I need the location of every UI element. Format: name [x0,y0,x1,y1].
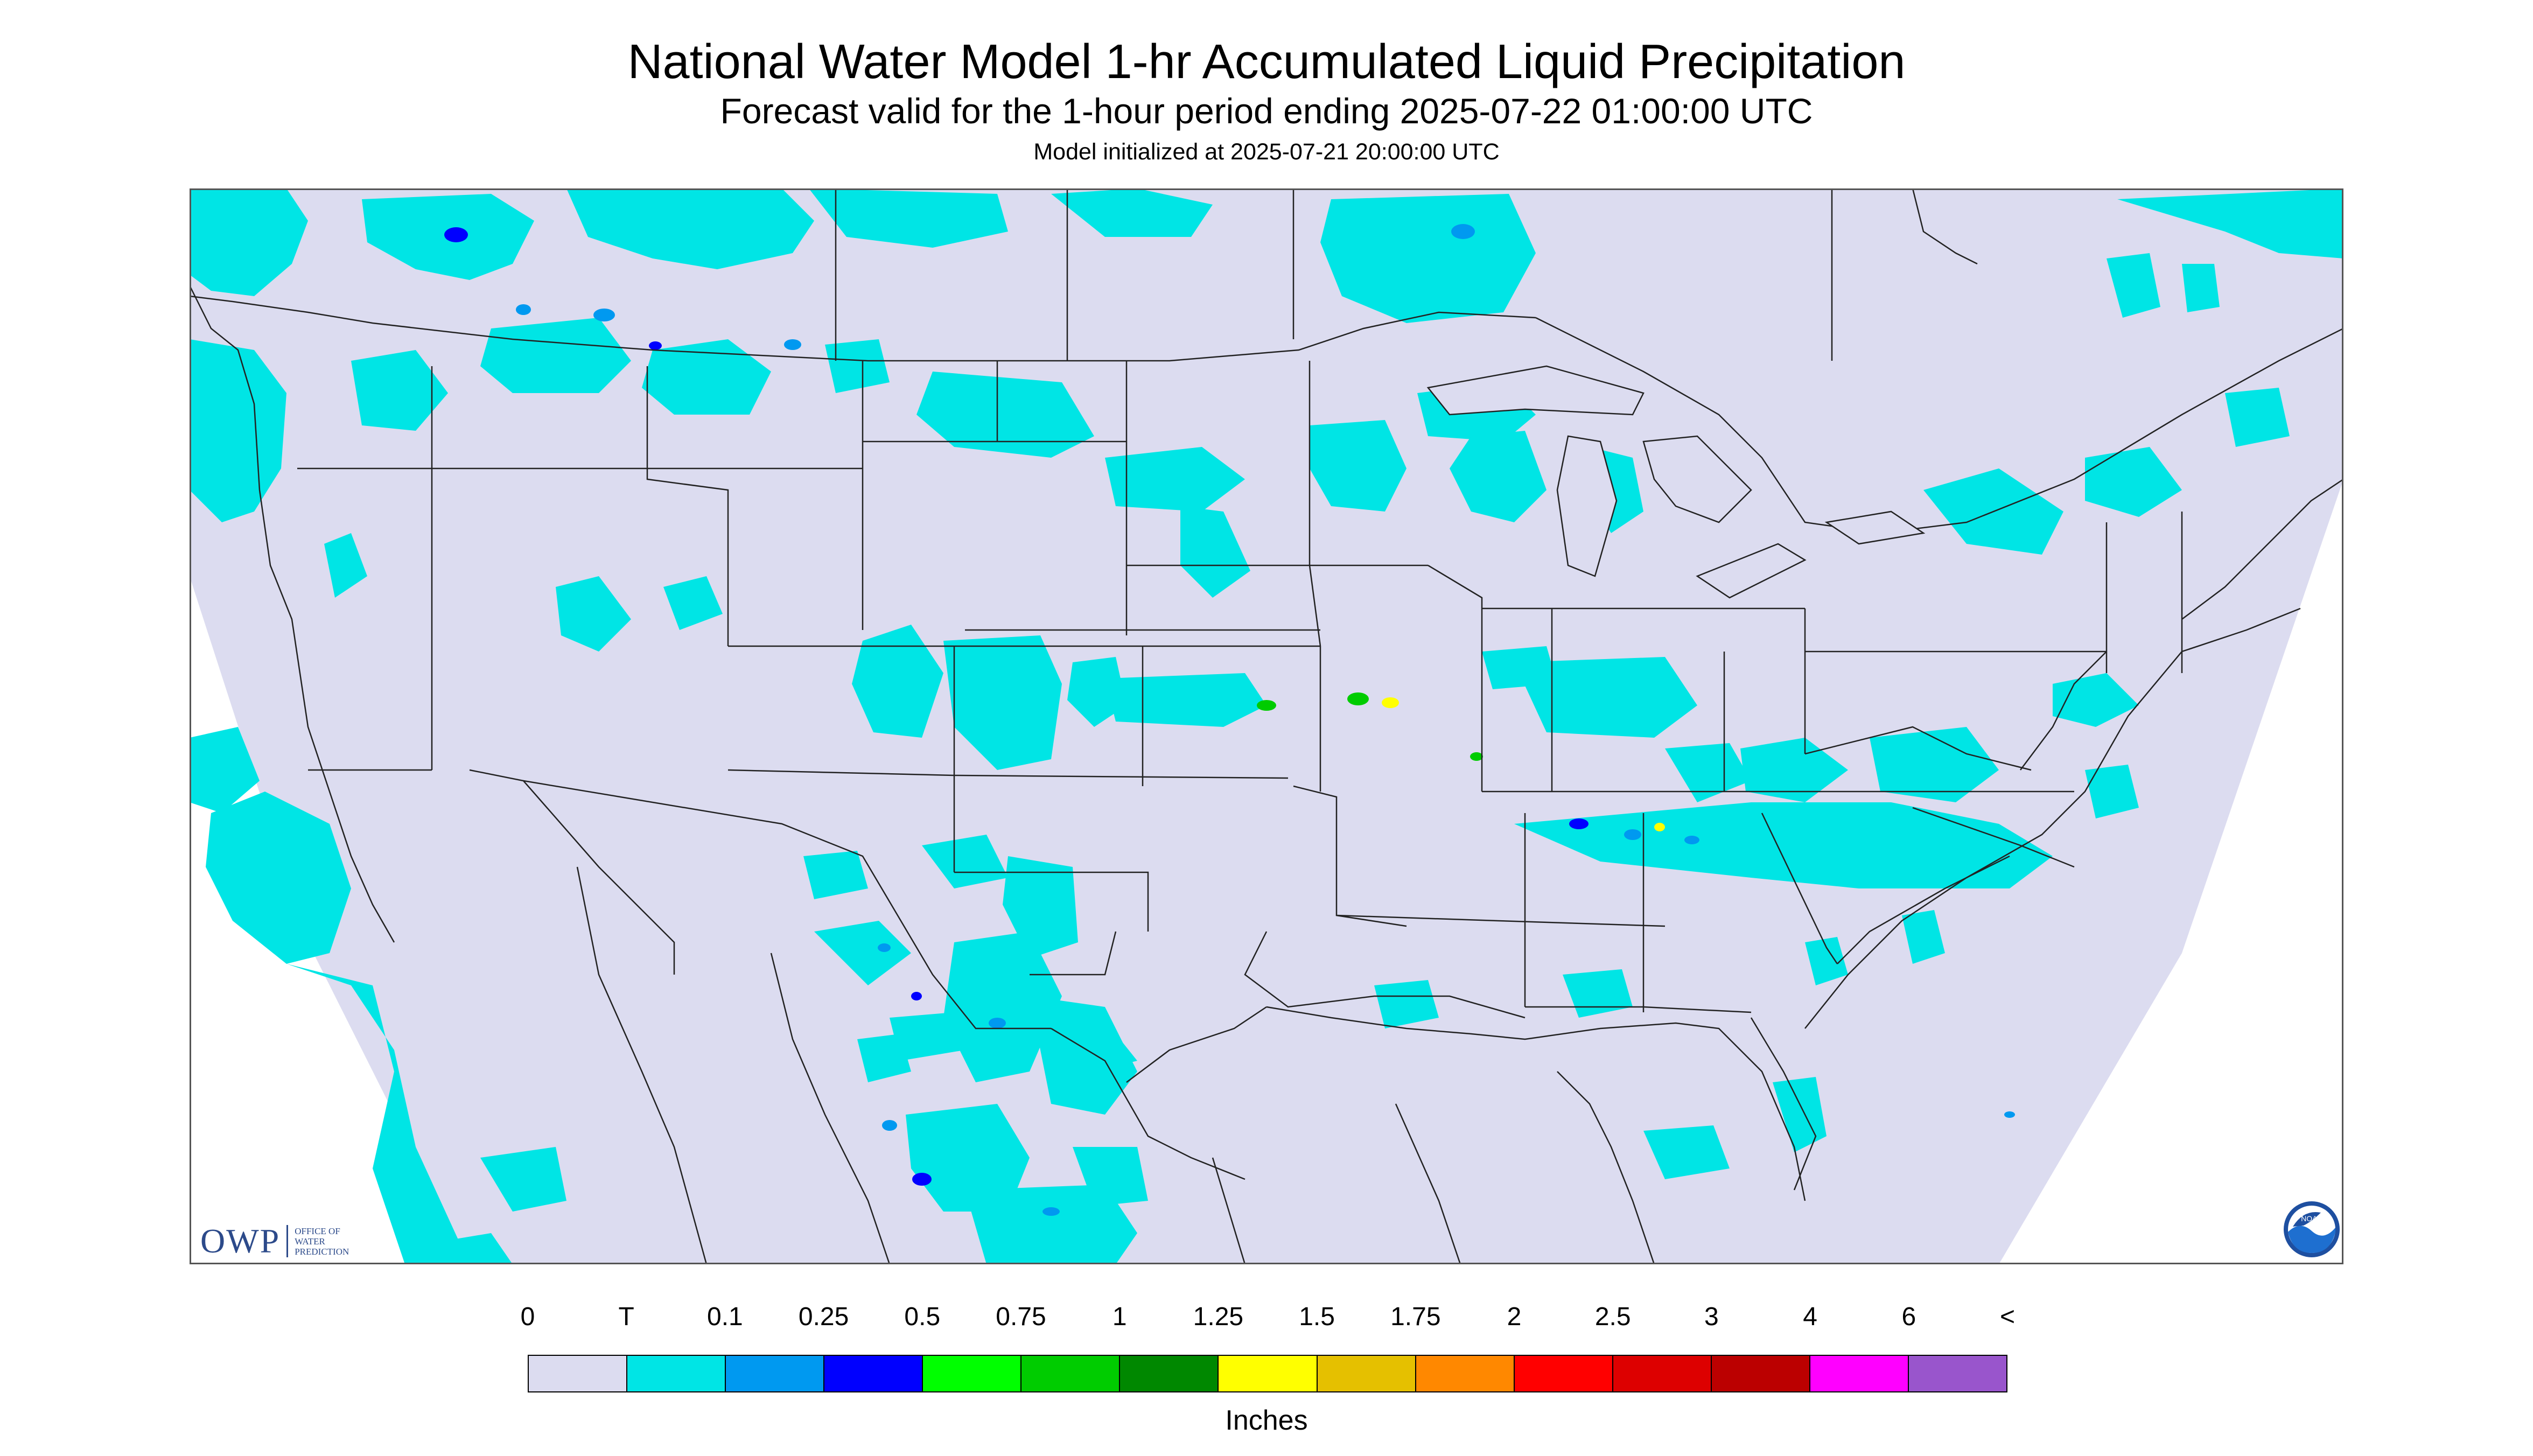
precip-heavy-cores [444,224,2015,1216]
legend-tick-label: < [1999,1303,2016,1331]
precipitation-map [190,188,2343,1264]
legend-swatch [1021,1356,1121,1391]
legend-tick-label: 1.25 [1193,1303,1244,1331]
legend-tick-label: 1.5 [1299,1303,1335,1331]
legend-tick-label: 6 [1901,1303,1916,1331]
legend-tick-label: 2 [1507,1303,1522,1331]
owp-logo: OWP OFFICE OF WATER PREDICTION [200,1221,349,1261]
legend-swatch [1908,1356,2006,1391]
model-init-line: Model initialized at 2025-07-21 20:00:00… [1033,139,1500,165]
state-boundaries [190,188,2343,1264]
legend-tick-label: 2.5 [1594,1303,1631,1331]
great-lakes [1426,365,1926,599]
legend-tick-label: 4 [1803,1303,1817,1331]
legend-units: Inches [1225,1405,1308,1436]
noaa-logo-icon: NOAA [2282,1200,2341,1259]
precip-legend-bar [528,1355,2007,1392]
owp-logo-divider [286,1225,289,1257]
legend-tick-label: 1.75 [1390,1303,1441,1331]
legend-swatch [1219,1356,1318,1391]
legend-swatch [1120,1356,1219,1391]
legend-swatch [1711,1356,1810,1391]
owp-logo-text: OFFICE OF WATER PREDICTION [295,1226,349,1257]
legend-tick-label: 0 [520,1303,535,1331]
legend-tick-label: 0.25 [798,1303,849,1331]
legend-tick-label: 0.5 [904,1303,941,1331]
legend-tick-label: 3 [1704,1303,1719,1331]
legend-swatch [1514,1356,1613,1391]
legend-swatch [1416,1356,1515,1391]
legend-tick-label: 0.1 [707,1303,743,1331]
map-subtitle: Forecast valid for the 1-hour period end… [720,91,1813,131]
model-domain [190,188,2343,1264]
legend-swatch [923,1356,1022,1391]
legend-swatch [726,1356,825,1391]
legend-swatch [627,1356,726,1391]
map-frame [190,188,2343,1264]
coastlines [190,188,2301,1201]
map-title: National Water Model 1-hr Accumulated Li… [627,35,1906,89]
legend-tick-label: T [618,1303,634,1331]
noaa-logo-text: NOAA [2301,1214,2322,1223]
legend-swatch [1317,1356,1416,1391]
legend-swatch [1810,1356,1909,1391]
legend-tick-label: 0.75 [996,1303,1046,1331]
legend-swatch [824,1356,923,1391]
owp-logo-mark: OWP [200,1222,281,1260]
legend-ticks: 0 T 0.1 0.25 0.5 0.75 1 1.25 1.5 1.75 2 2.5 3 4 6 < [521,1302,2015,1334]
legend-swatch [1613,1356,1712,1391]
legend-tick-label: 1 [1112,1303,1127,1331]
legend-swatch [529,1356,628,1391]
precip-trace-areas [190,188,2343,1264]
